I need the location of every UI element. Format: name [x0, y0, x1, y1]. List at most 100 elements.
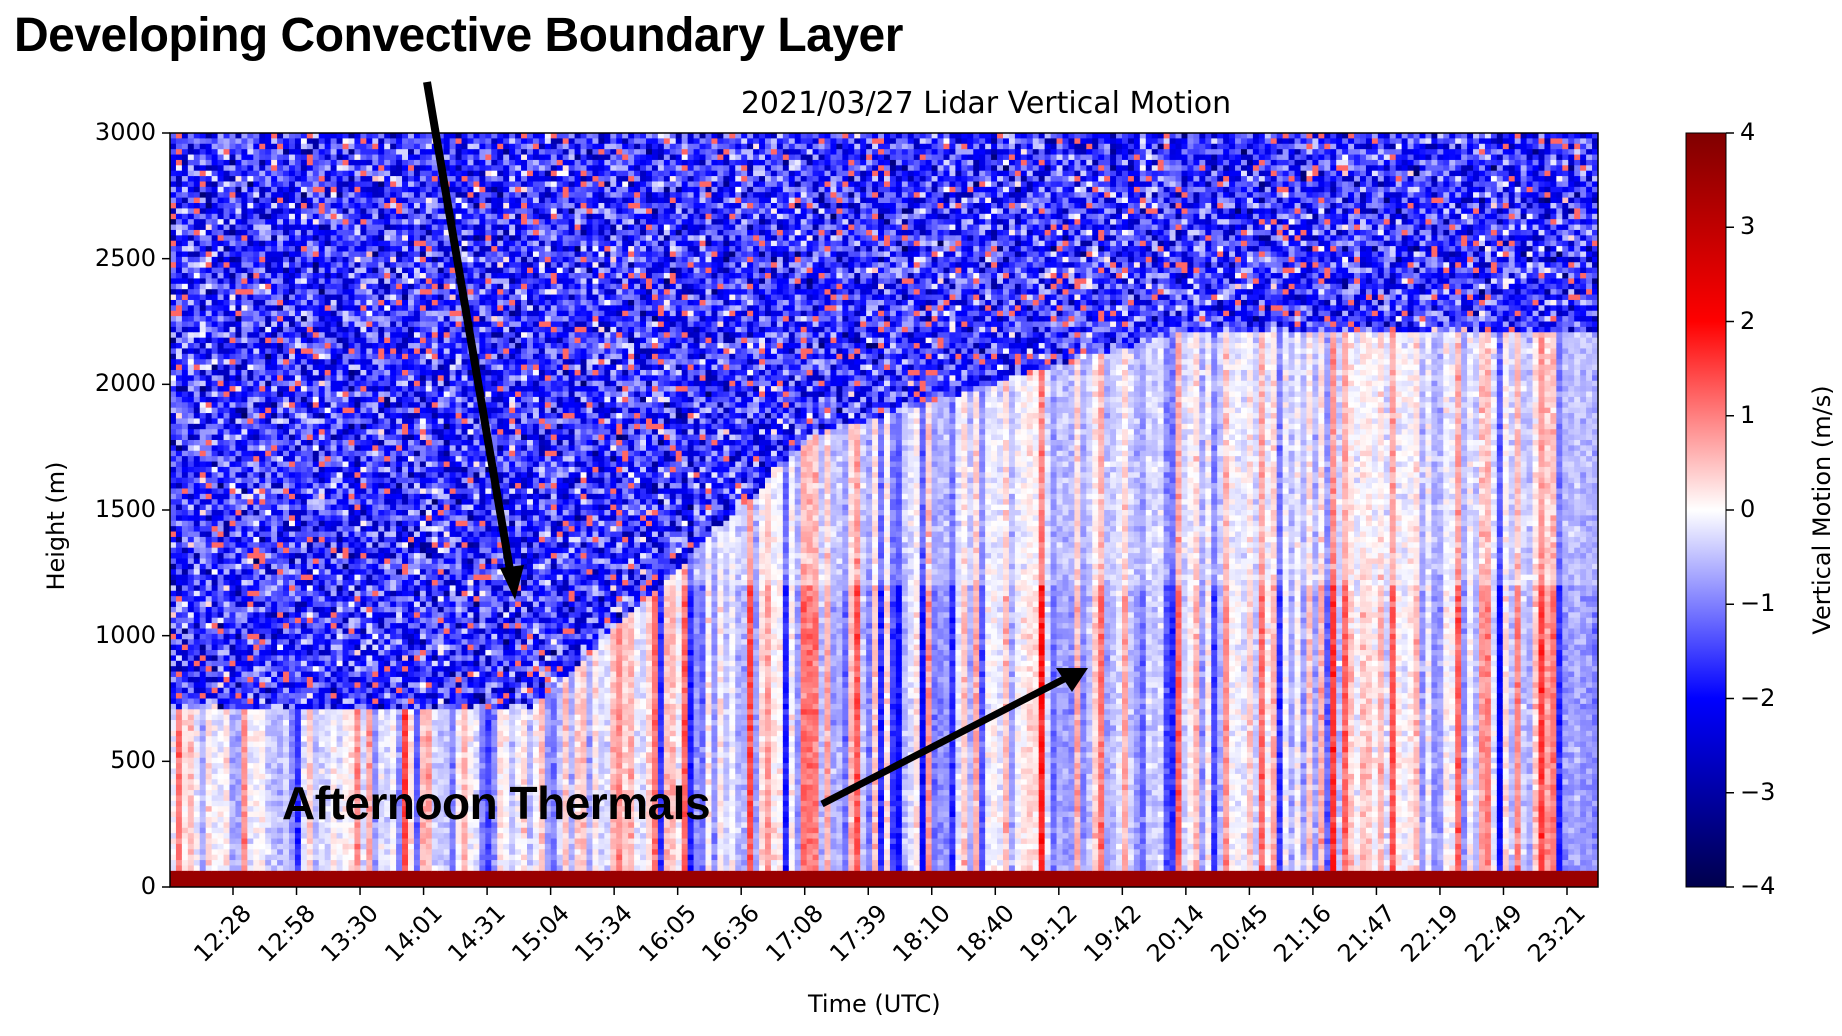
heatmap-cell — [312, 456, 320, 463]
heatmap-cell — [348, 779, 356, 786]
heatmap-cell — [366, 510, 373, 516]
heatmap-cell — [306, 843, 314, 850]
heatmap-cell — [211, 693, 219, 700]
heatmap-cell — [253, 870, 260, 877]
heatmap-cell — [175, 332, 183, 339]
heatmap-cell — [271, 795, 278, 802]
heatmap-cell — [342, 725, 350, 732]
heatmap-cell — [294, 655, 302, 662]
heatmap-cell — [247, 364, 254, 371]
heatmap-cell — [318, 644, 326, 651]
heatmap-cell — [348, 671, 356, 678]
heatmap-cell — [354, 493, 361, 500]
heatmap-cell — [229, 343, 237, 350]
heatmap-cell — [193, 547, 201, 554]
heatmap-cell — [187, 396, 195, 403]
heatmap-cell — [170, 289, 177, 296]
heatmap-cell — [187, 499, 195, 506]
heatmap-cell — [348, 628, 356, 635]
heatmap-cell — [271, 219, 278, 226]
heatmap-cell — [318, 434, 326, 441]
heatmap-cell — [312, 235, 320, 242]
heatmap-cell — [253, 660, 260, 667]
heatmap-cell — [283, 827, 290, 834]
heatmap-cell — [306, 143, 314, 150]
heatmap-cell — [360, 617, 367, 624]
heatmap-cell — [217, 800, 225, 807]
heatmap-cell — [318, 746, 326, 753]
heatmap-cell — [193, 418, 201, 425]
heatmap-cell — [294, 763, 302, 770]
heatmap-cell — [366, 267, 373, 274]
heatmap-cell — [289, 725, 296, 732]
heatmap-cell — [211, 553, 219, 560]
heatmap-cell — [283, 477, 290, 484]
heatmap-cell — [241, 159, 248, 166]
heatmap-cell — [253, 736, 260, 743]
heatmap-cell — [211, 542, 219, 549]
heatmap-cell — [193, 806, 201, 813]
heatmap-cell — [229, 488, 237, 495]
heatmap-cell — [283, 149, 290, 156]
heatmap-cell — [300, 650, 308, 657]
heatmap-cell — [259, 176, 266, 183]
heatmap-cell — [366, 224, 373, 231]
heatmap-cell — [336, 391, 344, 398]
heatmap-cell — [366, 569, 373, 576]
heatmap-cell — [294, 660, 302, 667]
heatmap-cell — [247, 542, 254, 549]
heatmap-cell — [253, 827, 260, 834]
heatmap-cell — [354, 186, 361, 193]
heatmap-cell — [271, 854, 278, 861]
heatmap-cell — [318, 547, 326, 554]
heatmap-cell — [205, 149, 213, 156]
heatmap-cell — [205, 671, 213, 678]
heatmap-cell — [247, 709, 254, 716]
heatmap-cell — [312, 870, 320, 877]
heatmap-cell — [241, 655, 248, 662]
heatmap-cell — [259, 585, 266, 592]
heatmap-cell — [211, 687, 219, 694]
heatmap-cell — [289, 423, 296, 430]
heatmap-cell — [187, 493, 195, 500]
heatmap-cell — [312, 709, 320, 716]
heatmap-cell — [187, 768, 195, 775]
heatmap-cell — [324, 520, 332, 527]
heatmap-cell — [300, 703, 308, 710]
heatmap-cell — [217, 186, 225, 193]
heatmap-cell — [181, 181, 189, 188]
heatmap-cell — [259, 229, 266, 236]
heatmap-cell — [348, 439, 356, 446]
heatmap-cell — [306, 423, 314, 430]
heatmap-cell — [372, 536, 379, 543]
heatmap-cell — [336, 483, 344, 490]
heatmap-cell — [217, 192, 225, 199]
heatmap-cell — [306, 229, 314, 236]
heatmap-cell — [205, 752, 213, 759]
heatmap-cell — [170, 380, 177, 387]
heatmap-cell — [294, 310, 302, 317]
heatmap-cell — [235, 590, 242, 597]
heatmap-cell — [205, 165, 213, 172]
heatmap-cell — [372, 391, 379, 398]
heatmap-cell — [277, 493, 284, 500]
heatmap-cell — [193, 510, 201, 516]
heatmap-cell — [235, 628, 242, 635]
heatmap-cell — [306, 876, 314, 883]
heatmap-cell — [229, 396, 237, 403]
heatmap-cell — [289, 860, 296, 867]
heatmap-cell — [205, 256, 213, 263]
heatmap-cell — [324, 827, 332, 834]
heatmap-cell — [283, 499, 290, 506]
heatmap-cell — [205, 493, 213, 500]
heatmap-cell — [306, 380, 314, 387]
heatmap-cell — [253, 612, 260, 619]
heatmap-cell — [247, 520, 254, 527]
heatmap-cell — [217, 563, 225, 570]
heatmap-cell — [235, 251, 242, 258]
heatmap-cell — [271, 784, 278, 791]
heatmap-cell — [348, 768, 356, 775]
heatmap-cell — [223, 623, 231, 630]
heatmap-cell — [271, 687, 278, 694]
heatmap-cell — [181, 569, 189, 576]
